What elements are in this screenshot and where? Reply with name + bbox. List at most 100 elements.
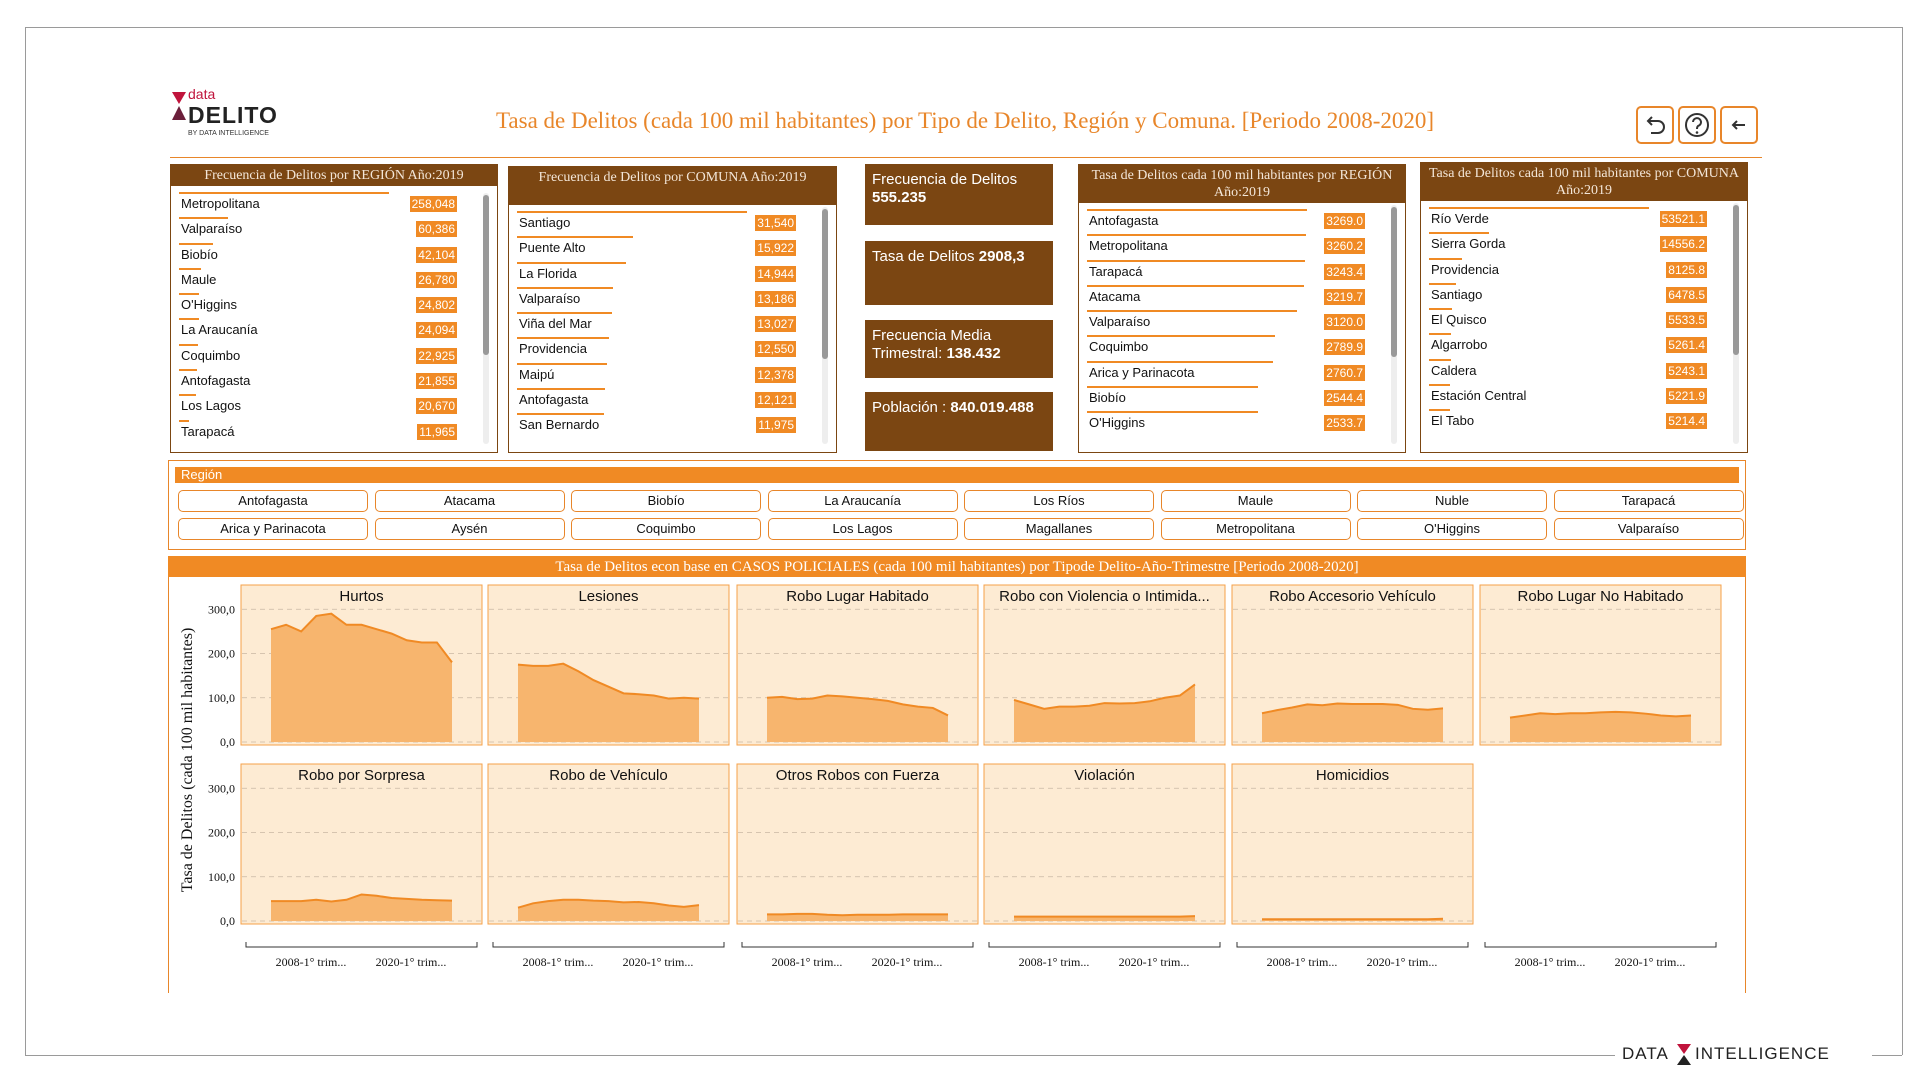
list-row: Antofagasta 21,855: [171, 367, 497, 392]
scroll-thumb: [822, 209, 828, 359]
row-value: 3219.7: [1324, 288, 1365, 305]
row-bar: [179, 394, 196, 397]
filter-option[interactable]: Antofagasta: [178, 490, 368, 512]
list-row: Atacama 3219.7: [1079, 283, 1405, 308]
dashboard-title: Tasa de Delitos (cada 100 mil habitantes…: [495, 108, 1435, 133]
kpi-label: Frecuencia Media Trimestral:: [872, 327, 992, 362]
kpi-card: Frecuencia Media Trimestral: 138.432: [865, 320, 1053, 378]
row-value: 26,780: [416, 271, 457, 288]
row-value: 5261.4: [1666, 337, 1707, 354]
small-panel-title: Hurtos: [339, 588, 383, 605]
row-bar: [1429, 232, 1489, 235]
row-value: 5221.9: [1666, 388, 1707, 405]
frame-bottom: [25, 1055, 1615, 1056]
row-name: Providencia: [1431, 261, 1499, 277]
trend-panel: Tasa de Delitos econ base en CASOS POLIC…: [168, 556, 1746, 993]
row-bar: [179, 369, 197, 372]
filter-option[interactable]: O'Higgins: [1357, 518, 1547, 540]
y-axis-label: Tasa de Delitos (cada 100 mil habitantes…: [179, 628, 196, 893]
small-panel-title: Robo de Vehículo: [549, 767, 667, 784]
row-value: 2544.4: [1324, 390, 1365, 407]
row-name: Tarapacá: [181, 423, 235, 439]
filter-option[interactable]: Magallanes: [964, 518, 1154, 540]
list-row: O'Higgins 2533.7: [1079, 409, 1405, 434]
panel-header: [168, 556, 1746, 577]
row-bar: [1429, 257, 1463, 260]
row-name: Arica y Parinacota: [1089, 364, 1195, 380]
x-axis: [245, 942, 478, 948]
help-icon: [1685, 113, 1709, 137]
row-value: 53521.1: [1659, 211, 1707, 227]
list-row: Providencia 12,550: [509, 335, 836, 360]
list-body: Santiago 31,540 Puente Alto 15,922 La Florid…: [509, 205, 836, 437]
filter-option[interactable]: Los Lagos: [767, 518, 958, 540]
filter-option[interactable]: Biobío: [571, 490, 761, 512]
row-value: 5214.4: [1666, 413, 1707, 430]
row-value: 6478.5: [1666, 286, 1707, 303]
list-panel: Tasa de Delitos cada 100 mil habitantes …: [1078, 164, 1406, 453]
list-title: Frecuencia de Delitos por COMUNA Año:201…: [509, 167, 836, 205]
row-value: 12,121: [755, 392, 796, 409]
x-axis: [1484, 942, 1717, 948]
list-row: San Bernardo 11,975: [509, 411, 836, 436]
footer-left: DATA: [1622, 1044, 1669, 1063]
frame: [25, 27, 1903, 1055]
row-value: 2760.7: [1324, 364, 1365, 381]
area: [767, 913, 948, 921]
row-value: 22,925: [416, 347, 457, 364]
line: [517, 662, 700, 700]
filter-option[interactable]: Maule: [1160, 490, 1351, 512]
area: [271, 613, 452, 742]
y-tick-label: 100,0: [208, 870, 235, 884]
filter-option[interactable]: Tarapacá: [1553, 490, 1744, 512]
list-row: Valparaíso 60,386: [171, 215, 497, 240]
row-value: 2533.7: [1324, 415, 1365, 432]
row-value: 13,027: [755, 316, 796, 333]
row-bar: [1087, 310, 1297, 313]
row-bar: [179, 419, 189, 422]
row-bar: [179, 293, 200, 296]
row-name: Algarrobo: [1431, 337, 1488, 353]
kpi-value: 138.432: [946, 345, 1001, 362]
area: [1510, 711, 1691, 742]
list-row: Providencia 8125.8: [1421, 256, 1747, 281]
filter-option[interactable]: Coquimbo: [571, 518, 761, 540]
undo-button[interactable]: [1636, 106, 1674, 144]
row-value: 3260.2: [1324, 238, 1365, 255]
line: [766, 694, 949, 717]
row-name: Coquimbo: [1089, 339, 1149, 355]
row-bar: [1087, 209, 1307, 211]
filter-option[interactable]: Aysén: [374, 518, 565, 540]
filter-option[interactable]: La Araucanía: [767, 490, 958, 512]
x-tick-label: 2020-1° trim...: [1367, 955, 1438, 969]
filter-option[interactable]: Valparaíso: [1553, 518, 1744, 540]
kpi-card: Población : 840.019.488: [865, 392, 1053, 451]
row-name: Puente Alto: [519, 240, 586, 256]
y-tick-label: 200,0: [208, 647, 235, 661]
list-title: Tasa de Delitos cada 100 mil habitantes …: [1079, 165, 1405, 203]
row-name: Valparaíso: [1089, 314, 1151, 330]
help-button[interactable]: [1678, 106, 1716, 144]
row-name: Antofagasta: [181, 373, 251, 389]
filter-option[interactable]: Los Ríos: [964, 490, 1154, 512]
y-tick-label: 300,0: [208, 602, 235, 616]
x-tick-label: 2008-1° trim...: [523, 955, 594, 969]
row-name: Santiago: [519, 215, 571, 230]
row-value: 13,186: [755, 290, 796, 307]
list-row: Coquimbo 2789.9: [1079, 333, 1405, 358]
y-tick-label: 0,0: [220, 914, 235, 928]
row-bar: [517, 362, 608, 365]
row-bar: [1429, 308, 1452, 311]
area: [767, 695, 948, 742]
row-bar: [179, 192, 389, 194]
list-row: Biobío 42,104: [171, 241, 497, 266]
row-bar: [1087, 411, 1258, 414]
row-bar: [1429, 207, 1649, 209]
filter-option[interactable]: Metropolitana: [1160, 518, 1351, 540]
back-button[interactable]: [1720, 106, 1758, 144]
row-bar: [1087, 284, 1304, 287]
scroll-thumb: [1391, 207, 1397, 357]
filter-option[interactable]: Nuble: [1357, 490, 1547, 512]
filter-option[interactable]: Arica y Parinacota: [178, 518, 368, 540]
filter-option[interactable]: Atacama: [374, 490, 565, 512]
